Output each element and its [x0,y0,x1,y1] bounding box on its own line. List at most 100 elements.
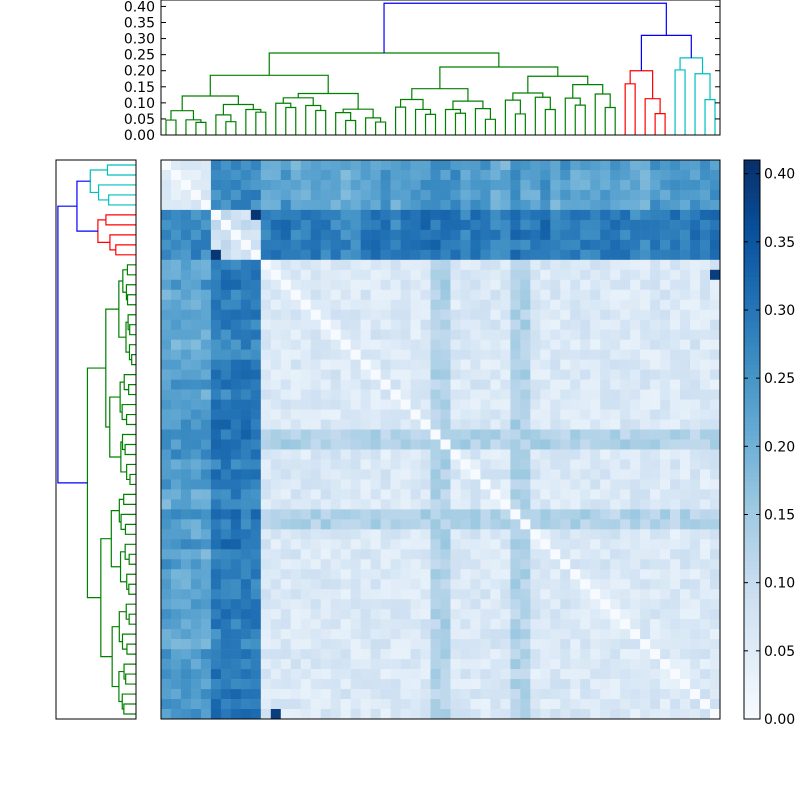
heatmap-cell [650,349,661,360]
heatmap-cell [330,329,341,340]
heatmap-cell [430,439,441,450]
heatmap-cell [660,239,671,251]
heatmap-cell [700,199,711,211]
heatmap-cell [560,619,571,630]
heatmap-cell [230,259,242,271]
heatmap-cell [180,329,192,340]
heatmap-cell [280,399,292,410]
heatmap-cell [620,619,631,630]
heatmap-cell [660,259,671,271]
dendrogram-link-green [123,493,136,505]
heatmap-cell [650,289,661,301]
heatmap-cell [620,439,631,450]
heatmap-cell [590,589,601,600]
heatmap-cell [330,689,341,700]
heatmap-cell [610,519,621,530]
heatmap-cell [490,239,501,251]
heatmap-cell [700,609,711,620]
heatmap-cell [370,199,381,211]
heatmap-cell [660,539,671,550]
heatmap-cell [170,389,182,400]
dendrogram-link-green [121,693,136,710]
heatmap-cell [290,549,302,560]
heatmap-cell [260,309,272,321]
heatmap-cell [710,199,721,211]
heatmap-cell [480,299,491,311]
heatmap-cell [380,539,391,550]
heatmap-cell [530,559,541,570]
heatmap-cell [270,589,282,600]
heatmap-cell [700,289,711,301]
heatmap-cell [161,629,172,640]
heatmap-cell [310,469,322,480]
heatmap-cell [700,449,711,460]
heatmap-cell [240,449,252,460]
colorbar-band [744,495,760,501]
heatmap-cell [690,209,701,221]
colorbar-band [744,537,760,543]
heatmap-cell [360,319,371,330]
heatmap-cell [670,359,681,370]
heatmap-cell [660,699,671,710]
heatmap-cell [250,369,262,380]
heatmap-cell [420,579,431,590]
heatmap-cell [380,359,391,370]
heatmap-cell [460,229,471,241]
heatmap-cell [540,489,551,500]
heatmap-cell [270,179,282,191]
heatmap-cell [220,329,232,340]
heatmap-cell [500,289,511,301]
heatmap-cell [610,429,621,440]
heatmap-cell [700,219,711,231]
heatmap-cell [500,199,511,211]
heatmap-cell [450,559,461,570]
heatmap-cell [690,179,701,191]
heatmap-cell [620,279,631,291]
heatmap-cell [640,249,651,261]
left-dendrogram-frame [55,159,137,720]
heatmap-cell [660,449,671,460]
heatmap-cell [260,619,272,630]
heatmap-cell [250,209,262,221]
heatmap-cell [310,389,322,400]
heatmap-cell [200,639,212,650]
heatmap-cell [650,329,661,340]
heatmap-cell [360,449,371,460]
heatmap-cell [330,699,341,710]
heatmap-cell [490,469,501,480]
heatmap-cell [580,160,591,171]
heatmap-cell [360,629,371,640]
heatmap-cell [670,699,681,710]
heatmap-cell [550,499,561,510]
heatmap-cell [290,499,302,510]
heatmap-cell [600,509,611,520]
heatmap-cell [260,589,272,600]
heatmap-cell [250,529,262,540]
heatmap-cell [590,479,601,490]
heatmap-cell [330,659,341,670]
heatmap-cell [660,549,671,560]
heatmap-cell [560,259,571,271]
heatmap-cell [550,669,561,680]
heatmap-cell [540,349,551,360]
heatmap-cell [470,219,481,231]
heatmap-cell [690,579,701,590]
heatmap-cell [530,469,541,480]
heatmap-cell [570,499,581,510]
heatmap-cell [390,659,401,670]
heatmap-cell [180,389,192,400]
heatmap-cell [510,409,521,420]
heatmap-cell [340,649,351,660]
heatmap-cell [470,229,481,241]
heatmap-cell [390,259,401,271]
heatmap-cell [460,279,471,291]
colorbar-band [744,574,760,580]
heatmap-cell [530,219,541,231]
heatmap-cell [590,699,601,710]
heatmap-cell [240,359,252,370]
heatmap-cell [420,309,431,321]
heatmap-cell [280,199,292,211]
heatmap-cell [390,439,401,450]
heatmap-cell [470,629,481,640]
heatmap-cell [520,229,531,241]
